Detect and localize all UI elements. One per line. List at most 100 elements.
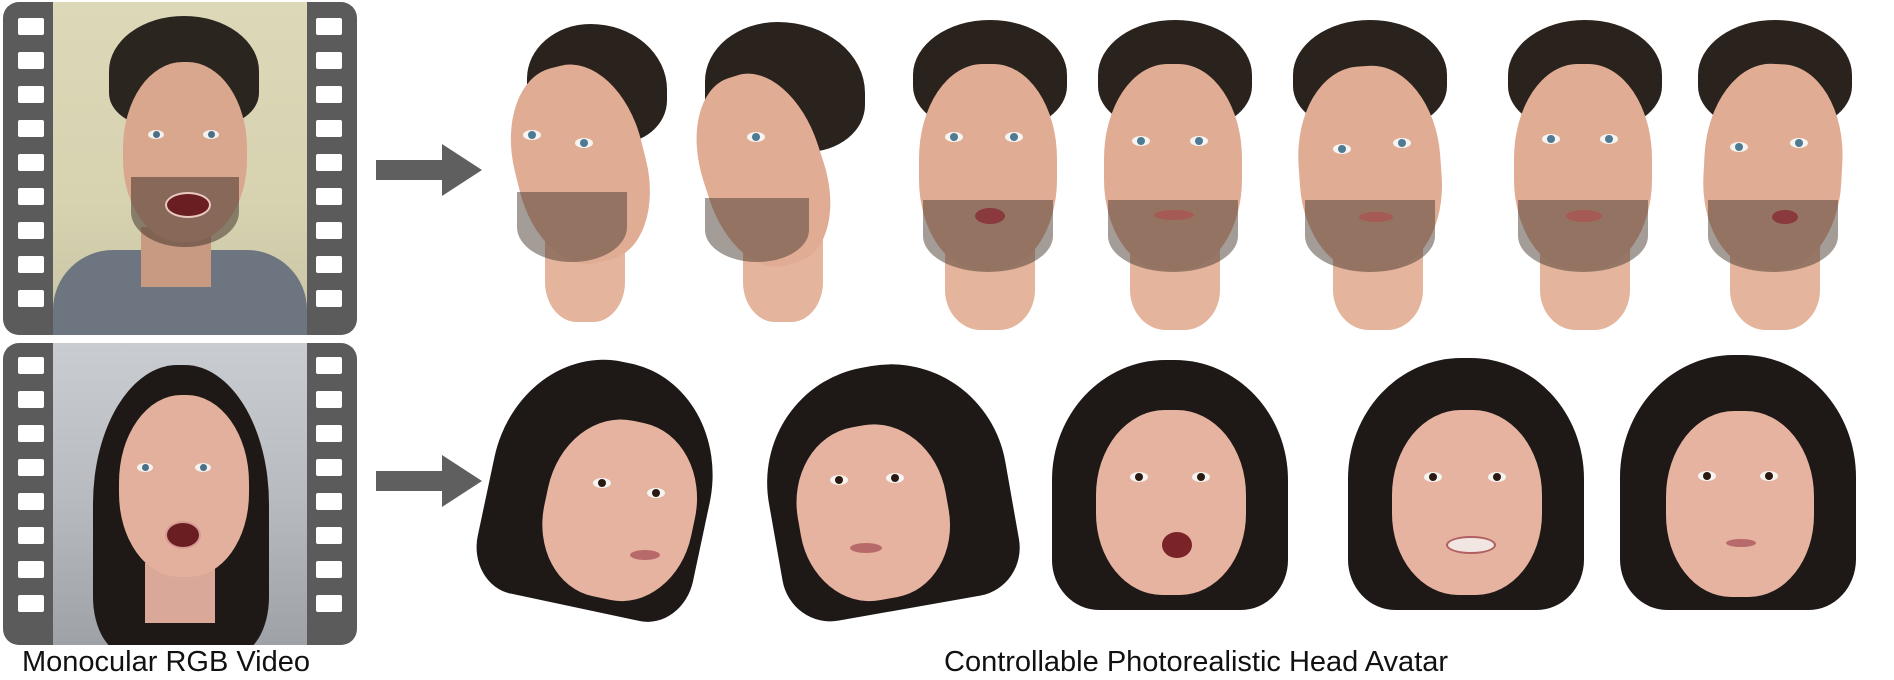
avatar-man-1 xyxy=(492,22,675,322)
film-hole xyxy=(18,595,44,612)
avatar-mouth xyxy=(1772,210,1798,224)
avatar-eye xyxy=(1790,138,1808,148)
film-hole xyxy=(316,222,342,239)
avatar-woman-5 xyxy=(1620,355,1860,630)
film-hole xyxy=(316,459,342,476)
face xyxy=(119,395,249,577)
avatar-beard xyxy=(1305,200,1435,272)
avatar-mouth xyxy=(630,550,660,560)
film-hole xyxy=(18,154,44,171)
avatar-woman-1 xyxy=(467,339,735,631)
avatar-man-3 xyxy=(905,20,1075,330)
film-hole xyxy=(18,493,44,510)
avatar-mouth xyxy=(1446,536,1496,554)
avatar-eye xyxy=(1333,144,1351,154)
output-caption: Controllable Photorealistic Head Avatar xyxy=(944,646,1449,678)
avatar-man-7 xyxy=(1690,20,1860,330)
avatar-woman-3 xyxy=(1052,360,1292,630)
avatar-eye xyxy=(1542,134,1560,144)
film-strip-woman xyxy=(3,343,357,645)
video-frame-woman xyxy=(53,343,307,645)
film-hole xyxy=(18,459,44,476)
avatar-mouth xyxy=(1162,532,1192,558)
film-hole xyxy=(18,120,44,137)
film-hole xyxy=(316,493,342,510)
avatar-eye xyxy=(1130,472,1148,482)
avatar-eye xyxy=(1393,138,1411,148)
avatar-eye xyxy=(1600,134,1618,144)
film-holes-right xyxy=(309,2,349,335)
open-mouth xyxy=(165,521,201,549)
film-hole xyxy=(18,86,44,103)
film-hole xyxy=(316,561,342,578)
avatar-beard xyxy=(517,192,627,262)
film-hole xyxy=(18,357,44,374)
avatar-mouth xyxy=(1726,539,1756,547)
eye xyxy=(148,130,164,139)
avatar-eye xyxy=(1424,472,1442,482)
avatar-mouth xyxy=(1566,210,1602,222)
avatar-man-5 xyxy=(1285,20,1465,330)
avatar-woman-2 xyxy=(748,346,1028,630)
avatar-eye xyxy=(945,132,963,142)
avatar-woman-4 xyxy=(1348,358,1588,630)
film-hole xyxy=(18,425,44,442)
film-hole xyxy=(18,256,44,273)
film-hole xyxy=(18,561,44,578)
film-holes-left xyxy=(11,343,51,645)
avatar-eye xyxy=(523,130,541,140)
avatar-mouth xyxy=(850,543,882,553)
eye xyxy=(137,463,153,472)
avatar-beard xyxy=(1708,200,1838,272)
avatar-eye xyxy=(1005,132,1023,142)
avatar-eye xyxy=(830,475,848,485)
avatar-face xyxy=(1666,411,1814,597)
right-arrow-icon xyxy=(376,144,482,196)
input-caption: Monocular RGB Video xyxy=(22,646,311,678)
film-hole xyxy=(316,154,342,171)
video-frame-man xyxy=(53,2,307,335)
avatar-eye xyxy=(647,488,665,498)
film-hole xyxy=(18,290,44,307)
film-hole xyxy=(316,527,342,544)
avatar-eye xyxy=(1132,136,1150,146)
film-hole xyxy=(316,595,342,612)
film-hole xyxy=(18,18,44,35)
eye xyxy=(195,463,211,472)
film-hole xyxy=(316,18,342,35)
film-strip-man xyxy=(3,2,357,335)
film-hole xyxy=(316,52,342,69)
avatar-eye xyxy=(1760,471,1778,481)
avatar-eye xyxy=(1730,142,1748,152)
open-mouth xyxy=(165,192,211,218)
avatar-eye xyxy=(575,138,593,148)
avatar-eye xyxy=(747,132,765,142)
right-arrow-icon xyxy=(376,455,482,507)
avatar-face xyxy=(1096,410,1246,595)
film-hole xyxy=(316,357,342,374)
film-hole xyxy=(316,391,342,408)
avatar-mouth xyxy=(975,208,1005,224)
film-hole xyxy=(316,120,342,137)
film-hole xyxy=(18,527,44,544)
avatar-eye xyxy=(1488,472,1506,482)
film-hole xyxy=(18,52,44,69)
avatar-man-4 xyxy=(1090,20,1260,330)
avatar-beard xyxy=(705,198,809,262)
avatar-man-6 xyxy=(1500,20,1670,330)
avatar-face xyxy=(1392,410,1542,595)
film-hole xyxy=(316,256,342,273)
eye xyxy=(203,130,219,139)
avatar-man-2 xyxy=(675,22,865,322)
avatar-eye xyxy=(593,478,611,488)
avatar-mouth xyxy=(1154,210,1194,220)
film-hole xyxy=(18,391,44,408)
film-holes-left xyxy=(11,2,51,335)
film-hole xyxy=(18,188,44,205)
film-hole xyxy=(316,290,342,307)
film-hole xyxy=(316,188,342,205)
film-hole xyxy=(18,222,44,239)
avatar-mouth xyxy=(1359,212,1393,222)
film-holes-right xyxy=(309,343,349,645)
film-hole xyxy=(316,86,342,103)
